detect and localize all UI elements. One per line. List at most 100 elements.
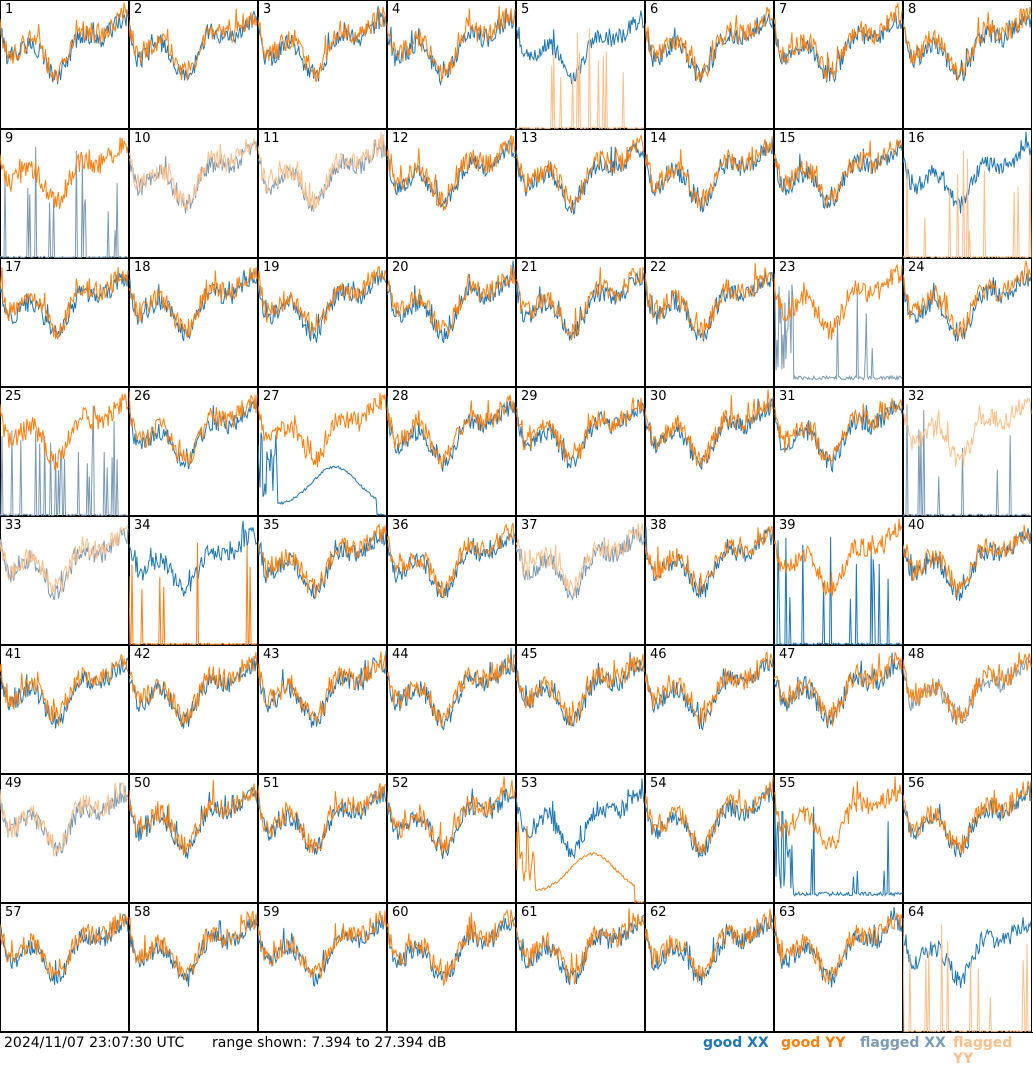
series-yy-22 bbox=[645, 262, 774, 340]
series-yy-53 bbox=[516, 821, 645, 903]
panel-frame bbox=[129, 258, 258, 387]
series-yy-55 bbox=[774, 776, 903, 850]
panel-label: 11 bbox=[263, 131, 280, 146]
panel-frame bbox=[645, 645, 774, 774]
panel-frame bbox=[258, 0, 387, 129]
panel-plot-26 bbox=[129, 387, 258, 516]
panel-frame bbox=[645, 387, 774, 516]
panel-plot-4 bbox=[387, 0, 516, 129]
panel-40: 40 bbox=[903, 516, 1032, 645]
panel-plot-46 bbox=[645, 645, 774, 774]
panel-frame bbox=[645, 903, 774, 1032]
series-xx-34 bbox=[129, 520, 258, 597]
series-xx-59 bbox=[258, 914, 387, 987]
panel-label: 16 bbox=[908, 131, 925, 146]
panel-plot-14 bbox=[645, 129, 774, 258]
panel-plot-39 bbox=[774, 516, 903, 645]
panel-label: 3 bbox=[263, 2, 272, 17]
series-yy-49 bbox=[0, 782, 129, 857]
series-yy-48 bbox=[903, 651, 1032, 726]
panel-label: 47 bbox=[779, 647, 796, 662]
panel-label: 24 bbox=[908, 260, 925, 275]
series-xx-14 bbox=[645, 138, 774, 213]
series-yy-17 bbox=[0, 266, 129, 340]
panel-plot-3 bbox=[258, 0, 387, 129]
panel-label: 45 bbox=[521, 647, 538, 662]
panel-plot-19 bbox=[258, 258, 387, 387]
panel-43: 43 bbox=[258, 645, 387, 774]
panel-63: 63 bbox=[774, 903, 903, 1032]
panel-18: 18 bbox=[129, 258, 258, 387]
panel-38: 38 bbox=[645, 516, 774, 645]
panel-frame bbox=[903, 258, 1032, 387]
panel-label: 36 bbox=[392, 518, 409, 533]
series-yy-5 bbox=[516, 28, 645, 129]
panel-label: 19 bbox=[263, 260, 280, 275]
panel-plot-24 bbox=[903, 258, 1032, 387]
panel-17: 17 bbox=[0, 258, 129, 387]
panel-36: 36 bbox=[387, 516, 516, 645]
panel-frame bbox=[129, 129, 258, 258]
panel-label: 38 bbox=[650, 518, 667, 533]
panel-label: 2 bbox=[134, 2, 143, 17]
panel-label: 52 bbox=[392, 776, 409, 791]
panel-plot-58 bbox=[129, 903, 258, 1032]
panel-frame bbox=[258, 516, 387, 645]
series-xx-9 bbox=[0, 146, 129, 258]
panel-26: 26 bbox=[129, 387, 258, 516]
panel-29: 29 bbox=[516, 387, 645, 516]
panel-frame bbox=[774, 258, 903, 387]
panel-label: 20 bbox=[392, 260, 409, 275]
panel-plot-16 bbox=[903, 129, 1032, 258]
panel-plot-35 bbox=[258, 516, 387, 645]
panel-frame bbox=[516, 645, 645, 774]
footer: 2024/11/07 23:07:30 UTC range shown: 7.3… bbox=[0, 1033, 1033, 1067]
panel-plot-49 bbox=[0, 774, 129, 903]
panel-9: 9 bbox=[0, 129, 129, 258]
panel-frame bbox=[387, 645, 516, 774]
series-xx-58 bbox=[129, 919, 258, 987]
panel-label: 42 bbox=[134, 647, 151, 662]
panel-37: 37 bbox=[516, 516, 645, 645]
panel-31: 31 bbox=[774, 387, 903, 516]
panel-plot-62 bbox=[645, 903, 774, 1032]
panel-46: 46 bbox=[645, 645, 774, 774]
panel-label: 6 bbox=[650, 2, 659, 17]
series-xx-53 bbox=[516, 778, 645, 860]
panel-59: 59 bbox=[258, 903, 387, 1032]
series-yy-64 bbox=[903, 918, 1032, 1032]
series-xx-42 bbox=[129, 657, 258, 729]
panel-19: 19 bbox=[258, 258, 387, 387]
panel-label: 46 bbox=[650, 647, 667, 662]
series-xx-32 bbox=[903, 404, 1031, 516]
panel-label: 35 bbox=[263, 518, 280, 533]
panel-plot-12 bbox=[387, 129, 516, 258]
series-yy-15 bbox=[774, 139, 903, 208]
panel-frame bbox=[774, 645, 903, 774]
series-xx-12 bbox=[387, 139, 516, 208]
panel-plot-63 bbox=[774, 903, 903, 1032]
panel-label: 28 bbox=[392, 389, 409, 404]
panel-58: 58 bbox=[129, 903, 258, 1032]
panel-plot-8 bbox=[903, 0, 1032, 129]
panel-plot-20 bbox=[387, 258, 516, 387]
panel-frame bbox=[516, 387, 645, 516]
panel-frame bbox=[903, 129, 1032, 258]
panel-plot-32 bbox=[903, 387, 1032, 516]
series-yy-50 bbox=[129, 779, 258, 855]
panel-8: 8 bbox=[903, 0, 1032, 129]
panel-frame bbox=[903, 774, 1032, 903]
series-yy-26 bbox=[129, 390, 258, 466]
panel-5: 5 bbox=[516, 0, 645, 129]
panel-35: 35 bbox=[258, 516, 387, 645]
panel-21: 21 bbox=[516, 258, 645, 387]
panel-label: 27 bbox=[263, 389, 280, 404]
panel-frame bbox=[0, 387, 129, 516]
panel-plot-18 bbox=[129, 258, 258, 387]
panel-plot-23 bbox=[774, 258, 903, 387]
panel-61: 61 bbox=[516, 903, 645, 1032]
panel-label: 29 bbox=[521, 389, 538, 404]
series-yy-57 bbox=[0, 912, 129, 981]
panel-frame bbox=[645, 0, 774, 129]
panel-plot-47 bbox=[774, 645, 903, 774]
